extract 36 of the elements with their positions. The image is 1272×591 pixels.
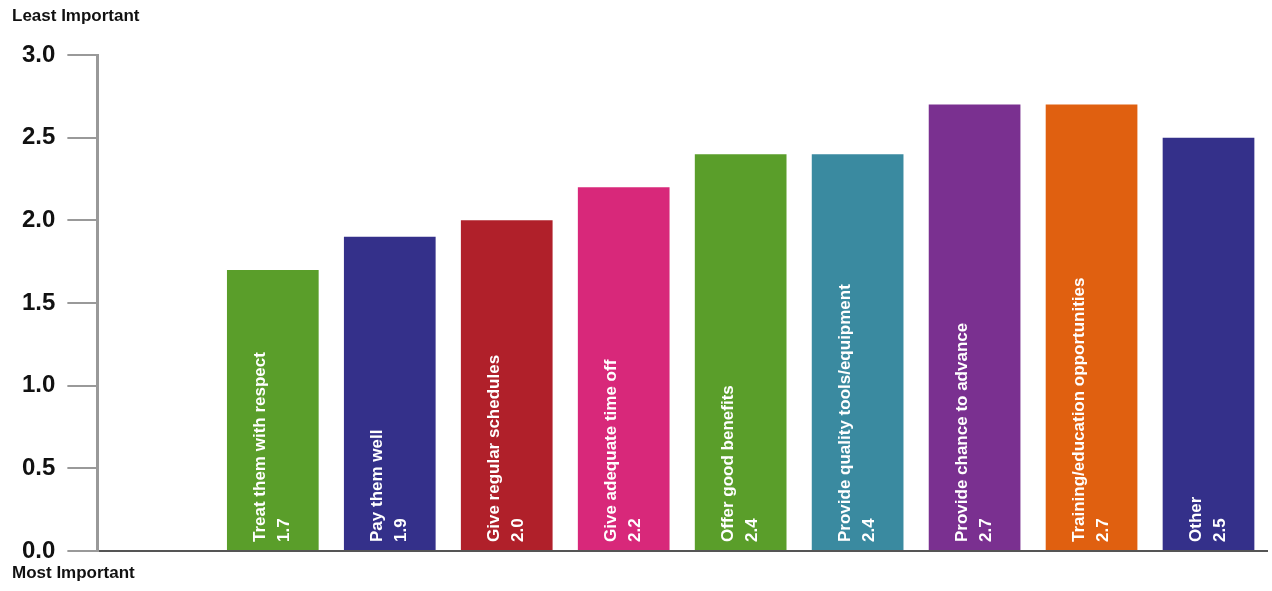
- y-tick-label: 3.0: [21, 39, 56, 67]
- y-tick-label: 1.5: [21, 287, 56, 315]
- data-label: 2.7: [976, 518, 996, 542]
- y-tick-label: 0.5: [21, 452, 56, 480]
- bar: [1045, 104, 1138, 550]
- data-label: 2.4: [859, 517, 879, 542]
- bar: [1162, 137, 1255, 550]
- data-label: 1.7: [274, 518, 294, 542]
- x-tick-label: Other: [1186, 496, 1206, 542]
- bar: [811, 154, 904, 550]
- y-tick-label: 2.0: [21, 204, 56, 232]
- x-tick-label: Give adequate time off: [601, 359, 621, 542]
- x-tick-label: Pay them well: [367, 429, 387, 542]
- x-tick-label: Offer good benefits: [718, 385, 738, 542]
- y-tick-label: 0.0: [21, 535, 56, 563]
- y-tick-label: 2.5: [21, 122, 56, 150]
- x-tick-label: Give regular schedules: [484, 354, 504, 542]
- data-label: 2.7: [1093, 518, 1113, 542]
- bar: [694, 154, 787, 550]
- x-tick-label: Provide chance to advance: [952, 322, 972, 542]
- bar: [460, 220, 553, 550]
- bar: [577, 187, 670, 550]
- data-label: 1.9: [391, 518, 411, 542]
- y-tick-label: 1.0: [21, 370, 56, 398]
- text: Least Important: [12, 6, 140, 26]
- bar: [343, 236, 436, 550]
- bar: [226, 269, 319, 550]
- data-label: 2.2: [625, 518, 645, 542]
- data-label: 2.5: [1210, 518, 1230, 542]
- x-tick-label: Provide quality tools/equipment: [835, 283, 855, 542]
- data-label: 2.4: [742, 517, 762, 542]
- x-tick-label: Training/education opportunities: [1069, 277, 1089, 542]
- text: Most Important: [12, 563, 135, 583]
- data-label: 2.0: [508, 518, 528, 542]
- bar: [928, 104, 1021, 550]
- x-tick-label: Treat them with respect: [250, 351, 270, 542]
